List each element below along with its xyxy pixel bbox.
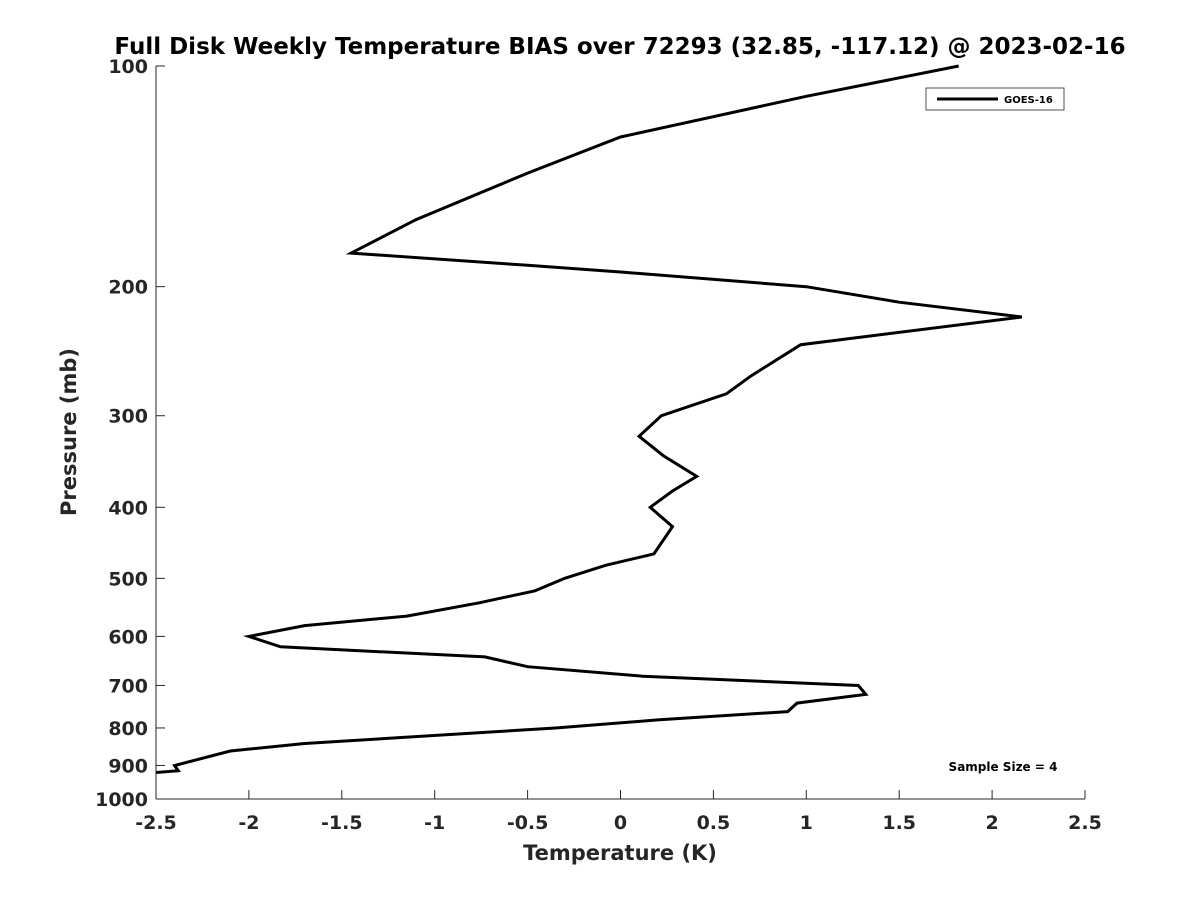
plot-area [156,66,1085,799]
x-tick-label: 1 [800,812,813,834]
x-tick-label: -1.5 [321,812,363,834]
sample-size-annotation: Sample Size = 4 [949,760,1058,774]
x-tick-label: -1 [424,812,445,834]
legend-label-goes-16: GOES-16 [1004,95,1053,106]
x-tick-label: 2.5 [1068,812,1102,834]
series-line-goes-16 [155,64,1022,774]
x-axis-ticks: -2.5 -2 -1.5 -1 -0.5 0 0.5 1 1.5 2 2.5 [135,790,1102,834]
x-tick-label: 0 [614,812,627,834]
y-tick-label: 200 [108,277,148,299]
x-tick-label: 1.5 [882,812,916,834]
chart-title: Full Disk Weekly Temperature BIAS over 7… [114,34,1125,60]
y-tick-label: 300 [108,406,148,428]
y-tick-label: 1000 [95,789,148,811]
y-axis-ticks: 100 200 300 400 500 600 700 800 900 1000 [95,56,165,811]
y-tick-label: 800 [108,718,148,740]
x-tick-label: -0.5 [507,812,549,834]
y-tick-label: 600 [108,626,148,648]
x-tick-label: -2 [238,812,259,834]
x-tick-label: 0.5 [697,812,731,834]
y-tick-label: 700 [108,675,148,697]
y-tick-label: 900 [108,755,148,777]
legend: GOES-16 [925,87,1065,111]
x-tick-label: -2.5 [135,812,177,834]
y-tick-label: 400 [108,497,148,519]
x-tick-label: 2 [985,812,998,834]
y-tick-label: 100 [108,56,148,78]
x-axis-label: Temperature (K) [523,841,717,865]
y-tick-label: 500 [108,568,148,590]
series-layer [155,64,1022,774]
y-axis-label: Pressure (mb) [57,348,81,516]
